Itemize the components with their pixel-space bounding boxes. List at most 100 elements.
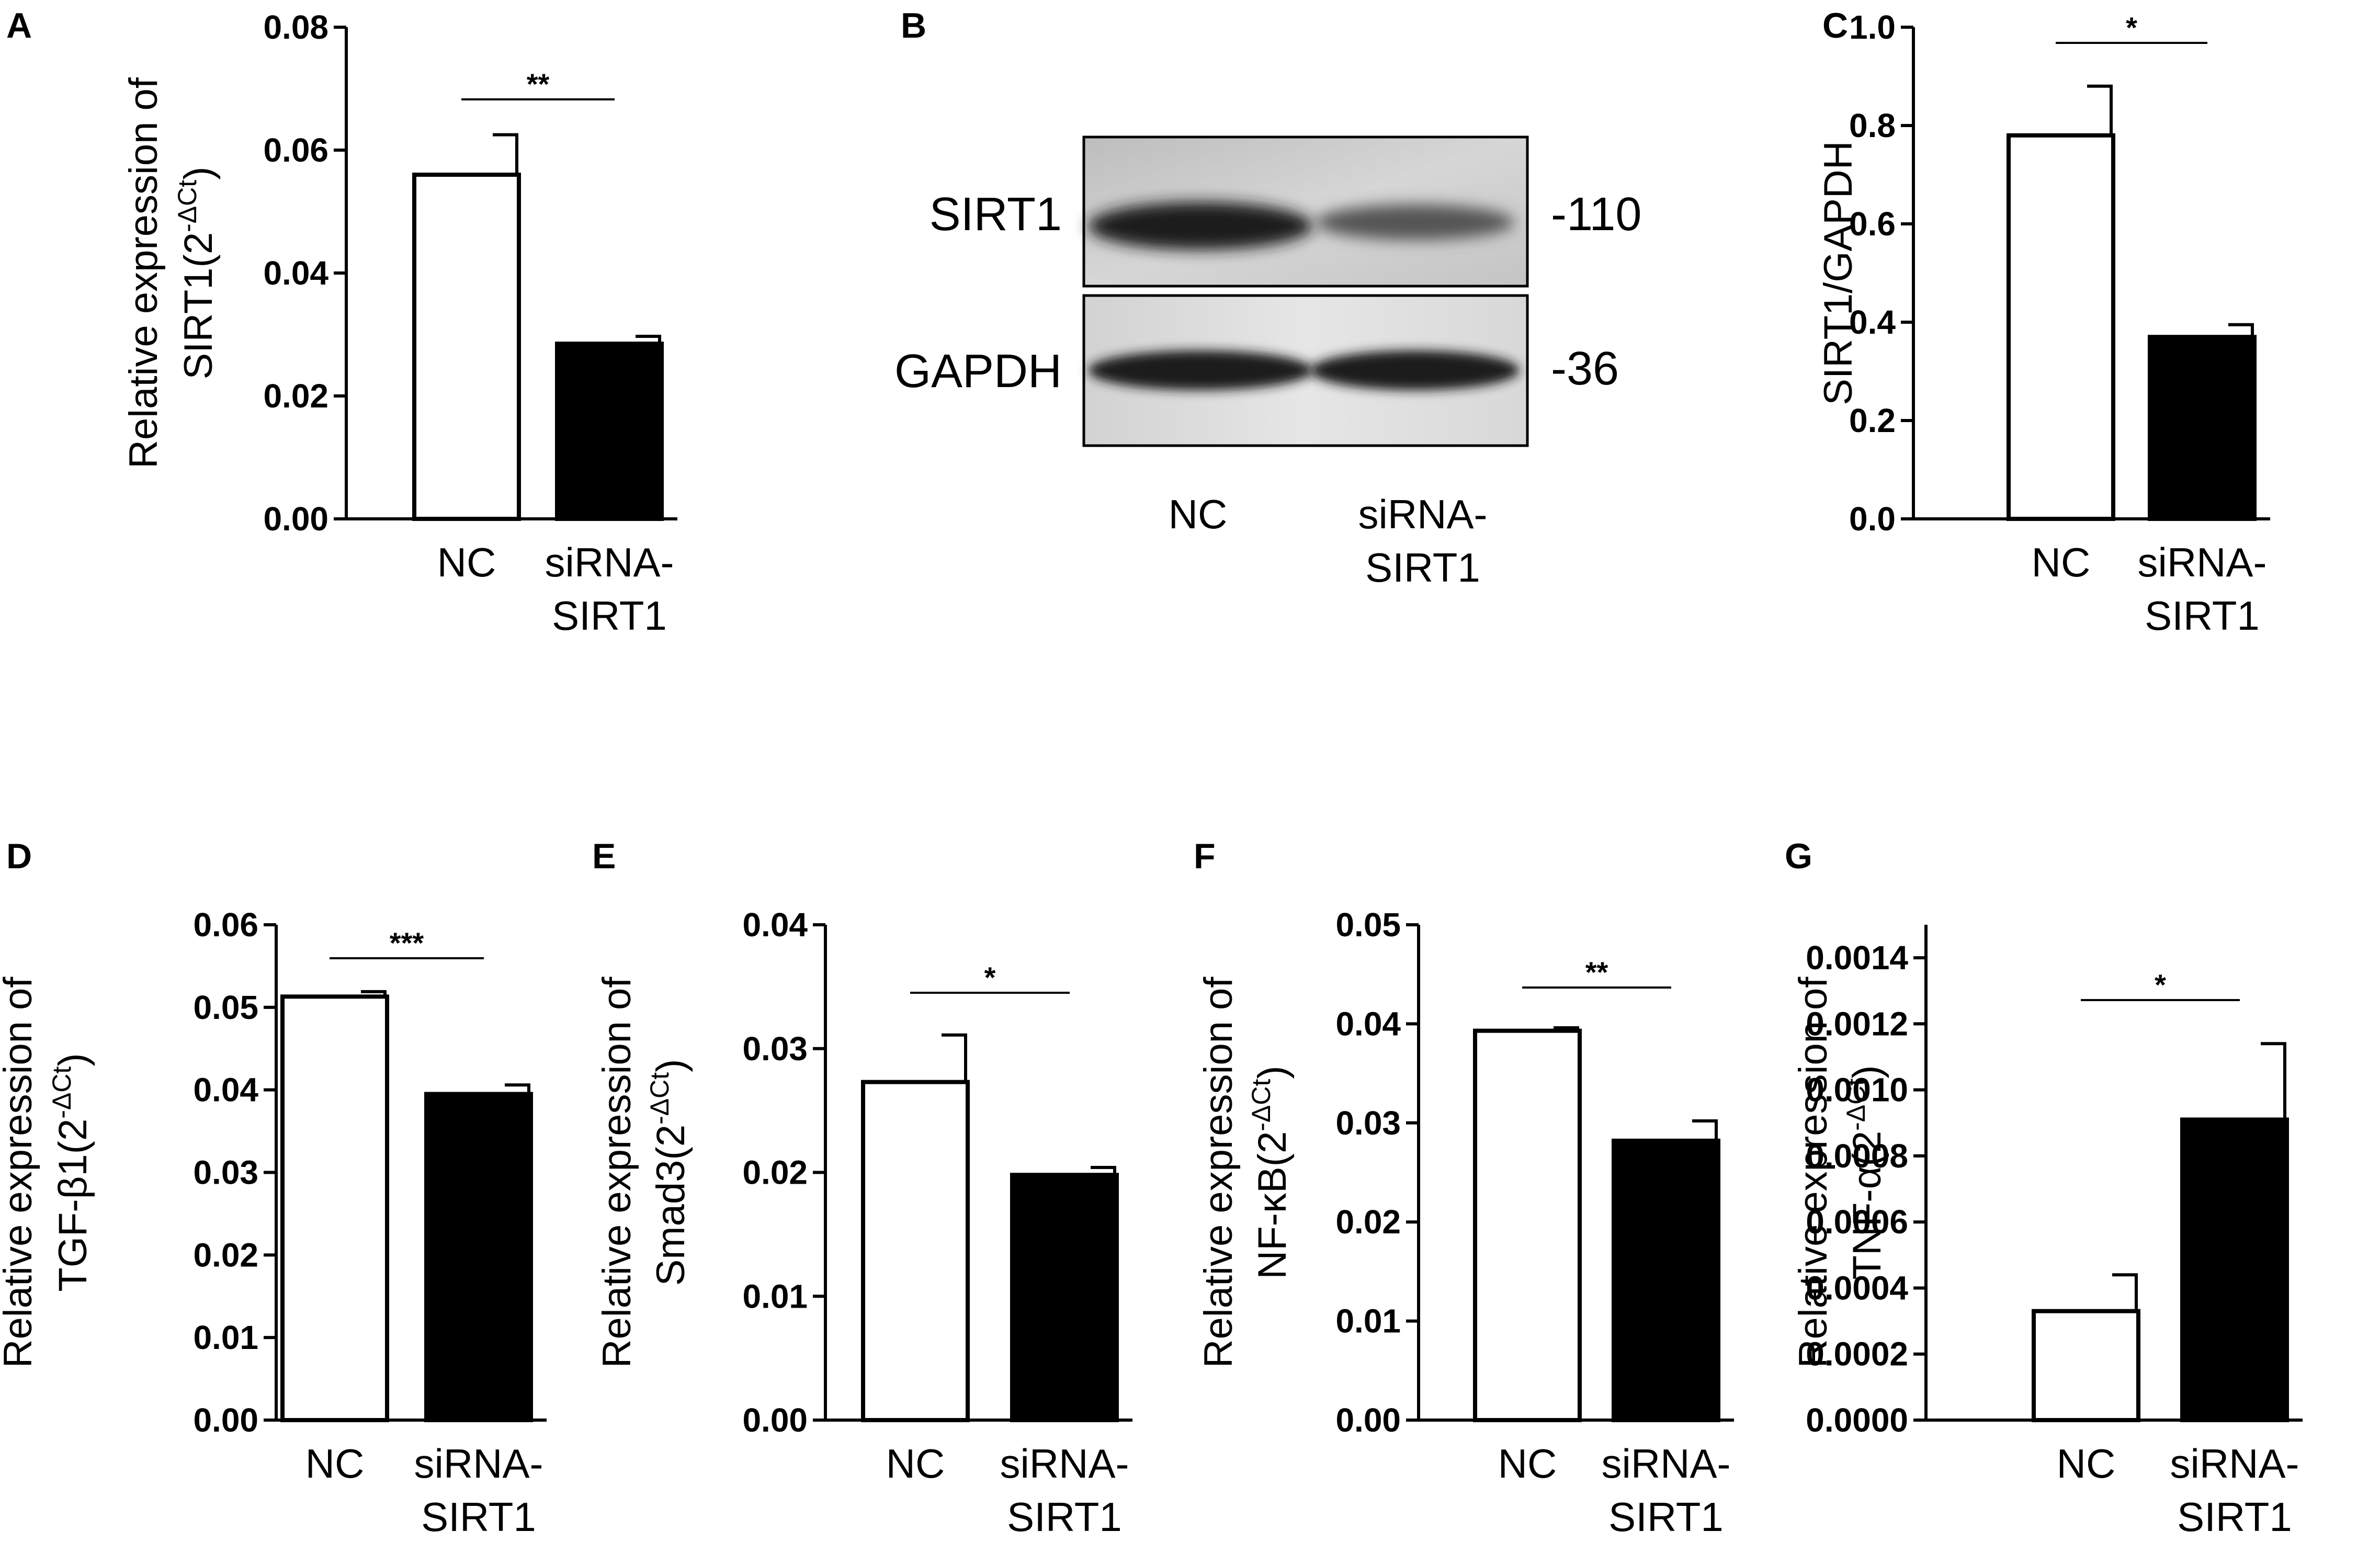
bar-chart-c: 0.0 0.2 0.4 0.6 0.8 1.0 NC siRNA- SIRT1 * SIRT1/GA… — [1816, 8, 2270, 639]
bar-c-sirna — [2148, 335, 2257, 521]
y-tick-label-d: 0.00 — [193, 1401, 258, 1439]
x-category-label-g-nc: NC — [2057, 1440, 2116, 1487]
panel-letter-a: A — [6, 6, 32, 46]
y-tick-label-e: 0.02 — [742, 1154, 808, 1192]
y-tick-label-e: 0.04 — [742, 906, 808, 944]
x-category-label-d-sirna: siRNA- — [414, 1440, 543, 1487]
y-tick-label-c: 0.0 — [1849, 500, 1896, 538]
bar-a-nc — [412, 173, 521, 521]
blot-lane-label-nc: NC — [1169, 491, 1228, 537]
y-tick-label-g: 0.0010 — [1806, 1071, 1908, 1109]
panel-letter-d: D — [6, 836, 32, 876]
y-axis-label-e: Smad3(2-ΔCt) — [645, 1059, 693, 1286]
bar-g-nc — [2032, 1309, 2140, 1422]
panel-letter-e: E — [592, 836, 616, 876]
y-tick-label-d: 0.02 — [193, 1236, 258, 1274]
blot-band-gapdh-nc — [1088, 350, 1313, 390]
blot-protein-label-gapdh: GAPDH — [894, 345, 1062, 398]
bar-chart-d: 0.00 0.01 0.02 0.03 0.04 0.05 0.06 NC siRNA- SIRT… — [0, 906, 547, 1540]
blot-band-sirt1-sirna — [1316, 205, 1514, 240]
y-tick-label-g: 0.0006 — [1806, 1203, 1908, 1241]
y-tick-label-d: 0.06 — [193, 906, 258, 944]
bar-g-sirna — [2180, 1117, 2289, 1422]
y-tick-label-e: 0.01 — [742, 1277, 808, 1315]
significance-marker-f: ** — [1585, 956, 1608, 989]
significance-marker-e: * — [984, 961, 996, 994]
blot-protein-label-sirt1: SIRT1 — [930, 188, 1062, 241]
y-tick-label-f: 0.04 — [1335, 1005, 1401, 1042]
y-tick-label-f: 0.02 — [1335, 1203, 1401, 1241]
x-category-label-f-sirna: siRNA- — [1602, 1440, 1731, 1487]
bar-f-nc — [1473, 1028, 1582, 1422]
x-category-label-c-sirna: siRNA- — [2138, 539, 2267, 585]
blot-band-sirt1-nc — [1088, 202, 1313, 250]
x-category-label-f-sirna: SIRT1 — [1608, 1494, 1724, 1540]
y-axis-label-d: Relative expression of — [0, 977, 40, 1368]
panel-letter-c: C — [1822, 6, 1848, 46]
significance-marker-d: *** — [390, 926, 424, 959]
blot-lane-label-sirna-line1: siRNA- — [1358, 491, 1488, 537]
x-category-label-d-nc: NC — [305, 1440, 365, 1487]
y-tick-label-a: 0.06 — [263, 131, 328, 169]
blot-size-label-gapdh: -36 — [1551, 343, 1619, 395]
bar-c-nc — [2007, 133, 2115, 521]
y-tick-label-c: 0.4 — [1849, 303, 1896, 341]
bar-e-sirna — [1010, 1173, 1119, 1423]
y-tick-label-d: 0.05 — [193, 989, 258, 1026]
y-tick-label-f: 0.03 — [1335, 1104, 1401, 1142]
y-tick-label-g: 0.0014 — [1806, 939, 1908, 977]
y-tick-label-a: 0.00 — [263, 500, 328, 538]
y-tick-label-d: 0.04 — [193, 1071, 258, 1109]
y-axis-label-d: TGF-β1(2-ΔCt) — [47, 1053, 95, 1291]
significance-marker-c: * — [2126, 11, 2137, 44]
y-tick-label-c: 0.8 — [1849, 107, 1896, 144]
x-category-label-a-nc: NC — [437, 539, 496, 585]
x-category-label-g-sirna: siRNA- — [2170, 1440, 2299, 1487]
y-axis-label-g: TNF-α(2-ΔCt) — [1841, 1065, 1889, 1280]
y-tick-label-g: 0.0008 — [1806, 1137, 1908, 1175]
y-tick-label-f: 0.01 — [1335, 1302, 1401, 1340]
bar-d-sirna — [424, 1092, 533, 1422]
y-tick-label-f: 0.00 — [1335, 1401, 1401, 1439]
significance-marker-a: ** — [527, 67, 550, 100]
y-tick-label-e: 0.03 — [742, 1030, 808, 1068]
y-axis-label-a: SIRT1(2-ΔCt) — [173, 167, 221, 380]
western-blot: SIRT1 GAPDH -110 -36 NC siRNA- SIRT1 — [894, 135, 1641, 591]
panel-letter-g: G — [1785, 836, 1812, 876]
x-category-label-a-sirna: siRNA- — [545, 539, 674, 585]
bar-chart-e: 0.00 0.01 0.02 0.03 0.04 NC siRNA- SIRT1 * Relati… — [595, 906, 1132, 1540]
blot-size-label-sirt1: -110 — [1551, 188, 1641, 241]
y-tick-label-c: 0.6 — [1849, 205, 1896, 243]
bar-e-nc — [861, 1080, 970, 1423]
y-tick-label-g: 0.0012 — [1806, 1005, 1908, 1042]
y-axis-label-f: Relative expression of — [1196, 977, 1241, 1368]
y-tick-label-a: 0.02 — [263, 377, 328, 415]
x-category-label-c-nc: NC — [2032, 539, 2091, 585]
bar-chart-a: 0.00 0.02 0.04 0.06 0.08 NC siRNA- SIRT1 ** Relat… — [121, 8, 677, 639]
significance-marker-g: * — [2155, 968, 2166, 1001]
bar-a-sirna — [555, 342, 664, 521]
y-tick-label-g: 0.0000 — [1806, 1401, 1908, 1439]
y-axis-label-c: SIRT1/GAPDH — [1816, 141, 1861, 405]
panel-letter-f: F — [1194, 836, 1216, 876]
x-category-label-g-sirna: SIRT1 — [2177, 1494, 2292, 1540]
x-category-label-e-sirna: siRNA- — [1000, 1440, 1129, 1487]
x-category-label-e-nc: NC — [886, 1440, 945, 1487]
y-axis-label-a: Relative expression of — [121, 77, 166, 469]
bar-f-sirna — [1612, 1138, 1720, 1423]
y-tick-label-g: 0.0004 — [1806, 1269, 1908, 1307]
y-axis-label-e: Relative expression of — [595, 977, 639, 1368]
x-category-label-c-sirna: SIRT1 — [2145, 593, 2260, 639]
panel-letter-b: B — [901, 6, 926, 46]
y-tick-label-e: 0.00 — [742, 1401, 808, 1439]
y-tick-label-f: 0.05 — [1335, 906, 1401, 944]
y-axis-label-g: Relative expression of — [1791, 977, 1835, 1368]
x-category-label-a-sirna: SIRT1 — [552, 593, 667, 639]
blot-lane-label-sirna-line2: SIRT1 — [1365, 545, 1480, 591]
bar-chart-g: 0.0000 0.0002 0.0004 0.0006 0.0008 0.0010 0.00… — [1791, 925, 2303, 1540]
bar-chart-f: 0.00 0.01 0.02 0.03 0.04 0.05 NC siRNA- SIRT1 ** R… — [1196, 906, 1734, 1540]
y-tick-label-d: 0.03 — [193, 1154, 258, 1192]
blot-band-gapdh-sirna — [1310, 350, 1520, 390]
